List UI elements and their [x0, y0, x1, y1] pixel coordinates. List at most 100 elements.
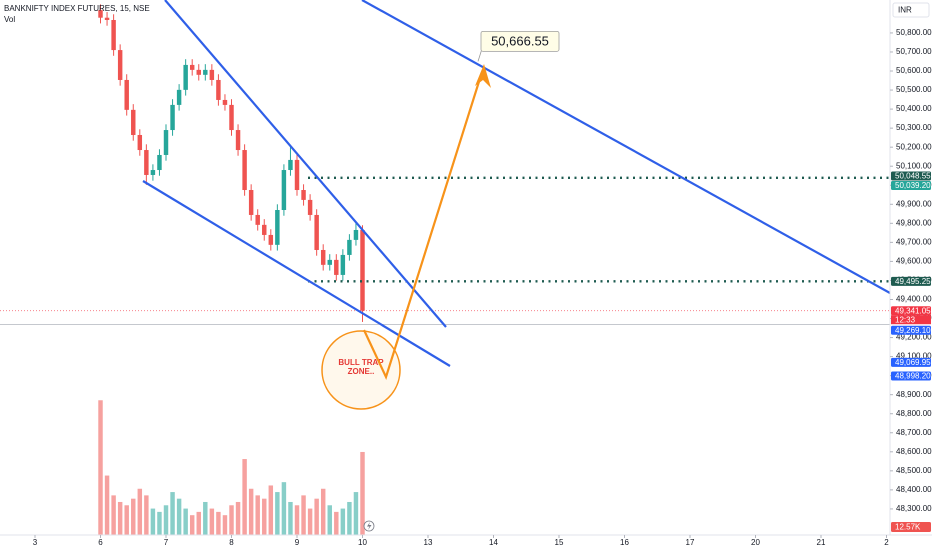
x-tick-label: 10: [358, 538, 367, 547]
zone-label-box: BULL TRAP ZONE..: [338, 358, 383, 376]
volume-bar: [262, 498, 267, 535]
volume-pane: [98, 400, 365, 535]
target-label: 50,666.55: [491, 33, 549, 48]
volume-bar: [117, 501, 123, 535]
y-tick-label: 50,400.00: [896, 104, 932, 113]
x-tick-label: 2: [884, 538, 889, 547]
volume-bar: [294, 505, 300, 535]
candle-body: [209, 69, 215, 80]
x-tick-label: 17: [686, 538, 695, 547]
candle-body: [353, 229, 359, 240]
arrow-head: [475, 64, 491, 88]
target-annotation: 50,666.55: [477, 30, 560, 62]
price-badge-label: 49,495.25: [895, 277, 931, 286]
volume-title: Vol: [4, 15, 15, 24]
volume-bar: [150, 508, 156, 535]
candle-body: [170, 104, 175, 131]
candle-body: [137, 134, 143, 151]
price-badge: [891, 325, 931, 335]
y-tick-label: 48,900.00: [896, 390, 932, 399]
price-badge: [891, 306, 931, 316]
candle-body: [144, 150, 149, 175]
chart-title: BANKNIFTY INDEX FUTURES, 15, NSE: [4, 4, 150, 13]
candle-body: [255, 214, 260, 225]
candle-body: [248, 190, 254, 215]
volume-badge: [891, 522, 931, 532]
y-tick-label: 49,400.00: [896, 295, 932, 304]
x-tick-label: 6: [98, 538, 103, 547]
x-tick-label: 9: [295, 538, 300, 547]
y-tick-label: 49,900.00: [896, 199, 932, 208]
volume-bar: [144, 495, 149, 535]
y-tick-label: 50,100.00: [896, 161, 932, 170]
x-tick-label: 14: [489, 538, 498, 547]
candle-body: [98, 10, 103, 18]
y-tick-label: 50,600.00: [896, 66, 932, 75]
candle-body: [117, 50, 123, 80]
y-tick-label: 49,200.00: [896, 333, 932, 342]
candle-body: [327, 259, 332, 265]
candle-body: [294, 159, 300, 191]
y-tick-label: 50,500.00: [896, 85, 932, 94]
candle-body: [229, 104, 234, 131]
price-badge-label: 49,069.95: [895, 358, 931, 367]
volume-bar: [255, 495, 260, 535]
price-badge: [891, 171, 931, 181]
volume-bar: [196, 511, 201, 535]
x-tick-label: 8: [229, 538, 234, 547]
volume-bar: [307, 508, 313, 535]
candle-body: [131, 109, 136, 135]
volume-bar: [170, 492, 175, 535]
volume-bar: [176, 498, 182, 535]
volume-bar: [347, 501, 352, 535]
volume-bar: [301, 495, 306, 535]
candle-body: [163, 130, 169, 155]
volume-bar: [229, 505, 234, 535]
y-tick-label: 48,400.00: [896, 485, 932, 494]
candle-body: [222, 99, 228, 105]
x-tick-label: 20: [751, 538, 760, 547]
candle-body: [334, 259, 339, 275]
candle-body: [203, 69, 208, 75]
volume-bar: [137, 488, 143, 535]
x-tick-label: 13: [424, 538, 433, 547]
volume-bar: [334, 511, 339, 535]
volume-bar: [222, 515, 228, 535]
y-tick-label: 48,500.00: [896, 466, 932, 475]
candle-body: [196, 69, 201, 75]
candle-body: [301, 190, 306, 200]
x-tick-label: 3: [33, 538, 38, 547]
price-badge-label: 50,048.55: [895, 172, 931, 181]
currency-box[interactable]: [892, 2, 930, 18]
candle-body: [340, 254, 346, 275]
candle-body: [268, 234, 274, 245]
price-badge-label: 50,039.20: [895, 181, 931, 190]
candle-body: [235, 130, 241, 151]
y-tick-label: 48,800.00: [896, 409, 932, 418]
candle-body: [262, 224, 267, 235]
trend-line: [361, 0, 891, 294]
x-tick-label: 16: [620, 538, 629, 547]
trend-line: [164, 0, 447, 328]
volume-bar: [340, 508, 346, 535]
zone-circle: [321, 330, 401, 410]
volume-bar: [189, 515, 195, 535]
volume-bar: [248, 488, 254, 535]
candle-body: [189, 64, 195, 70]
candle-body: [242, 150, 247, 191]
y-tick-label: 49,700.00: [896, 237, 932, 246]
candle-body: [314, 214, 319, 250]
volume-bar: [320, 488, 326, 535]
volume-bar: [268, 485, 274, 535]
candle-body: [124, 79, 129, 110]
volume-bar: [124, 505, 129, 535]
x-tick-label: 7: [164, 538, 169, 547]
volume-bar: [203, 501, 208, 535]
y-tick-label: 50,700.00: [896, 47, 932, 56]
candle-body: [104, 17, 110, 20]
volume-bar: [288, 501, 293, 535]
price-badge-label: 49,341.05: [895, 306, 931, 315]
target-box: [480, 30, 560, 52]
volume-bar: [98, 400, 103, 535]
